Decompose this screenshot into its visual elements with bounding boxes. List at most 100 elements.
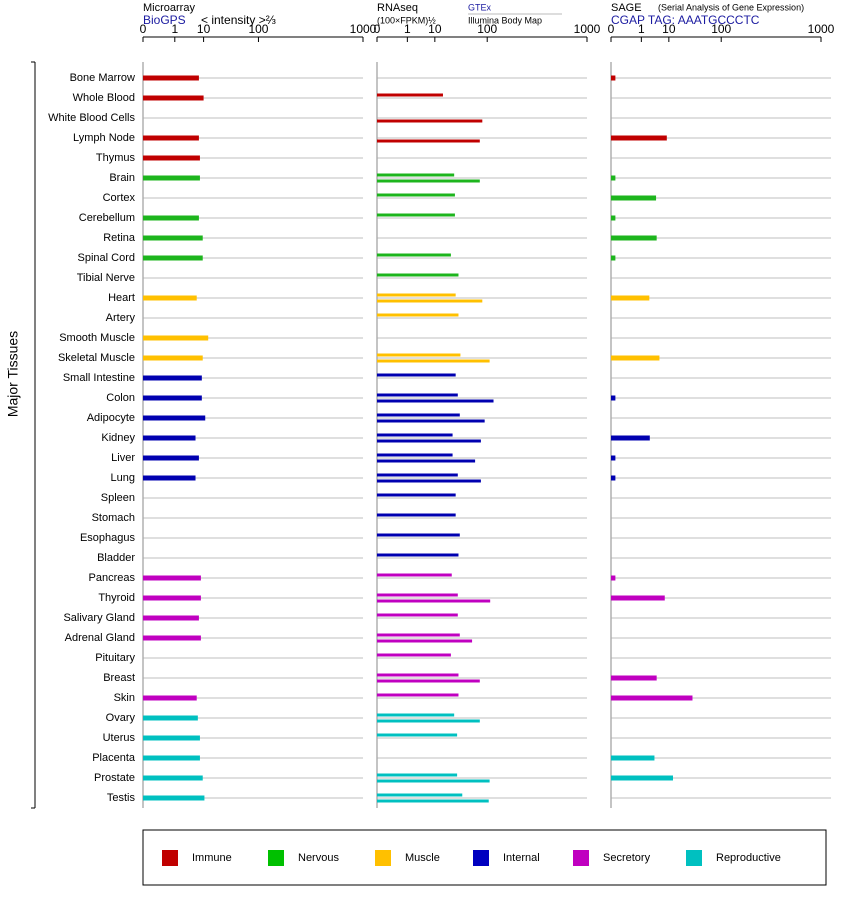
bar <box>143 375 202 381</box>
legend-box <box>142 829 827 886</box>
legend-label: Muscle <box>405 852 440 864</box>
category-label: Retina <box>103 232 136 244</box>
legend-label: Internal <box>503 852 540 864</box>
x-tick-label: 100 <box>248 22 268 36</box>
legend-swatch <box>473 850 489 866</box>
bar <box>611 135 667 141</box>
bar <box>377 393 458 397</box>
x-tick-label: 10 <box>197 22 211 36</box>
legend-label: Nervous <box>298 852 339 864</box>
bar <box>143 75 199 81</box>
category-label: Thyroid <box>98 592 135 604</box>
series-name: Illumina Body Map <box>468 15 542 25</box>
bar <box>143 215 199 221</box>
legend-label: Immune <box>192 852 232 864</box>
bar <box>611 435 650 441</box>
legend-label: Secretory <box>603 852 651 864</box>
bar <box>611 235 657 241</box>
bar <box>611 675 657 681</box>
bar <box>143 435 196 441</box>
bar <box>143 775 203 781</box>
bar <box>143 715 198 721</box>
x-tick-label: 1000 <box>574 22 601 36</box>
bar <box>611 695 693 701</box>
bar <box>377 653 451 657</box>
category-label: Cerebellum <box>79 212 135 224</box>
bar <box>611 755 655 761</box>
bar <box>611 355 660 361</box>
y-axis-label: Major Tissues <box>5 331 21 417</box>
bar <box>143 635 201 641</box>
bar <box>377 613 458 617</box>
category-label: Colon <box>106 392 135 404</box>
bar <box>377 419 485 423</box>
bar <box>377 453 453 457</box>
bar <box>143 695 197 701</box>
series-name: BioGPS <box>143 13 186 27</box>
bar <box>377 439 481 443</box>
bar <box>143 335 209 341</box>
category-label: Artery <box>106 312 136 324</box>
bar <box>143 735 200 741</box>
bar <box>377 399 494 403</box>
series-name: GTEx <box>468 2 492 12</box>
bar <box>143 295 197 301</box>
x-tick-label: 100 <box>477 22 497 36</box>
x-tick-label: 1000 <box>350 22 377 36</box>
bar <box>143 135 199 141</box>
bar <box>143 155 200 161</box>
bar <box>377 799 489 803</box>
x-tick-label: 10 <box>662 22 676 36</box>
bar <box>143 755 200 761</box>
x-axis-label: < intensity >⅔ <box>201 13 276 27</box>
category-label: Skin <box>114 692 135 704</box>
bar <box>377 713 455 717</box>
bar <box>377 119 483 123</box>
bar <box>377 413 460 417</box>
bar <box>377 179 480 183</box>
category-label: Spinal Cord <box>78 252 135 264</box>
bar <box>611 215 616 221</box>
bar <box>377 633 460 637</box>
bar <box>611 255 616 261</box>
category-label: Bone Marrow <box>70 72 135 84</box>
bar <box>377 93 443 97</box>
bar <box>377 599 491 603</box>
bar <box>143 395 202 401</box>
panel-subtitle: (Serial Analysis of Gene Expression) <box>658 2 804 12</box>
category-label: Skeletal Muscle <box>58 352 135 364</box>
category-label: Lymph Node <box>73 132 135 144</box>
bar <box>611 395 616 401</box>
bar <box>377 573 452 577</box>
series-name: CGAP TAG: AAATGCCCTC <box>611 13 760 27</box>
bar <box>377 553 459 557</box>
bar <box>377 533 460 537</box>
bar <box>377 493 456 497</box>
x-tick-label: 1000 <box>808 22 835 36</box>
bar <box>611 775 673 781</box>
bar <box>377 353 461 357</box>
bar <box>377 593 458 597</box>
bar <box>377 213 455 217</box>
x-tick-label: 1 <box>171 22 178 36</box>
category-label: Esophagus <box>80 532 136 544</box>
category-label: Stomach <box>92 512 135 524</box>
panel-title: Microarray <box>143 2 195 14</box>
bar <box>377 433 453 437</box>
bar <box>377 459 476 463</box>
category-label: Spleen <box>101 492 135 504</box>
legend-swatch <box>686 850 702 866</box>
bar <box>377 679 480 683</box>
legend-swatch <box>375 850 391 866</box>
bar <box>377 359 490 363</box>
bar <box>611 175 616 181</box>
legend-swatch <box>268 850 284 866</box>
bar <box>377 193 455 197</box>
category-label: Pancreas <box>89 572 136 584</box>
bar <box>611 455 616 461</box>
category-label: Small Intestine <box>63 372 135 384</box>
bar <box>377 373 456 377</box>
category-label: White Blood Cells <box>48 112 135 124</box>
